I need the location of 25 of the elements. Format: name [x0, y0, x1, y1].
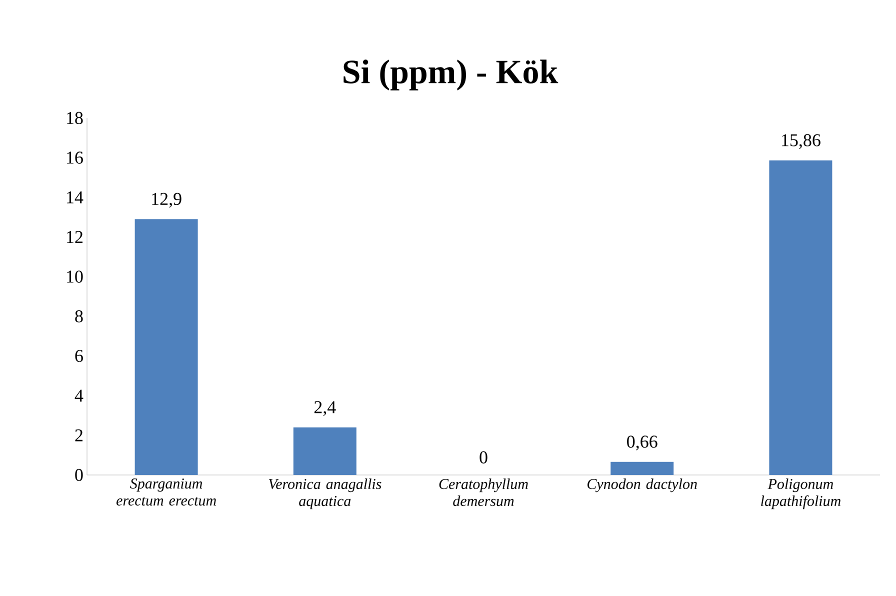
- data-label: 15,86: [782, 134, 820, 149]
- bar: [134, 219, 198, 475]
- x-tick-label: Poligonum lapathifolium: [761, 478, 840, 510]
- y-tick-label: 6: [75, 350, 83, 362]
- data-label: 0,66: [627, 436, 658, 450]
- data-label: 0: [480, 451, 488, 464]
- y-tick-label: 16: [67, 152, 83, 164]
- bar: [610, 462, 674, 475]
- x-tick-label: Veronica anagallis aquatica: [268, 478, 382, 510]
- y-tick-label: 4: [74, 390, 84, 402]
- x-tick-label: Cynodon dactylon: [588, 478, 697, 492]
- x-tick-label: Ceratophyllum demersum: [439, 478, 528, 506]
- y-tick-label: 8: [75, 310, 83, 322]
- x-tick-label: Sparganium erectum erectum: [116, 478, 216, 506]
- y-tick-label: 18: [67, 112, 83, 124]
- y-tick-label: 14: [67, 191, 84, 204]
- bar: [769, 160, 832, 475]
- data-label: 2,4: [314, 401, 336, 416]
- y-tick-label: 2: [75, 429, 82, 442]
- y-tick-label: 0: [75, 468, 83, 482]
- y-tick-label: 10: [67, 270, 83, 283]
- y-tick-label: 12: [67, 231, 82, 243]
- chart-title: Si (ppm) - Kök: [344, 60, 558, 90]
- bar: [293, 427, 356, 475]
- data-label: 12,9: [152, 192, 182, 208]
